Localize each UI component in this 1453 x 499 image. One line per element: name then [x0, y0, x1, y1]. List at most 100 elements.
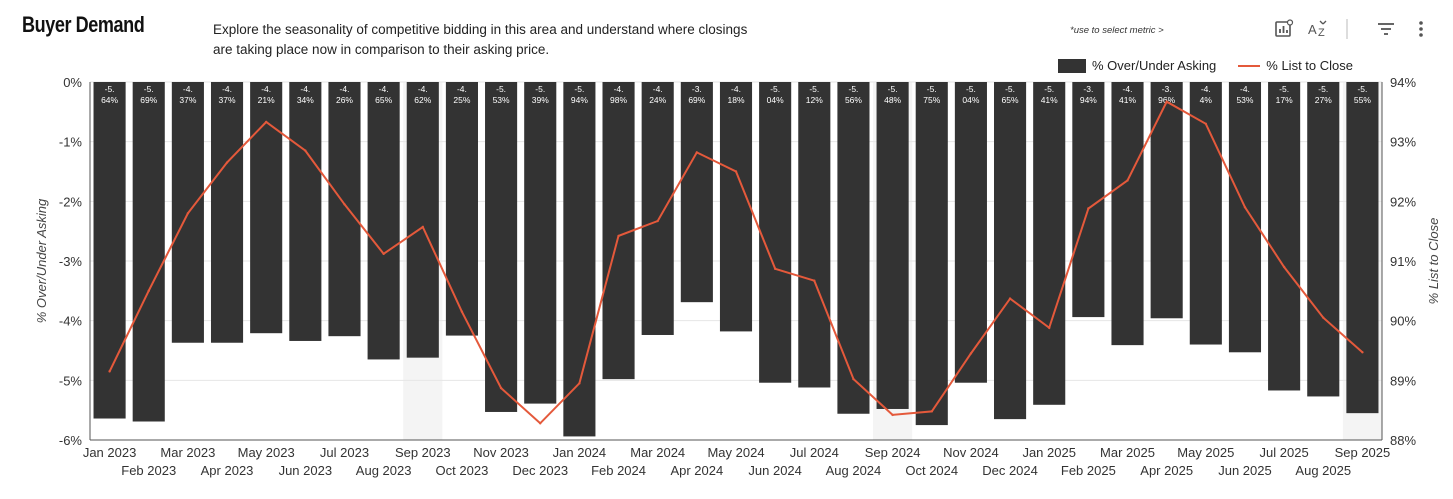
- y-right-tick-label: 93%: [1390, 135, 1416, 150]
- line-point: [539, 422, 542, 425]
- line-point: [499, 386, 503, 390]
- bar-data-label: -5.: [809, 84, 819, 94]
- line-point: [1361, 351, 1364, 354]
- bar-data-label: 53%: [1236, 95, 1253, 105]
- bar-data-label: -5.: [1279, 84, 1289, 94]
- line-point: [930, 410, 933, 413]
- line-point: [1008, 297, 1012, 300]
- x-tick-label: May 2024: [707, 445, 764, 460]
- line-point: [656, 219, 659, 223]
- bar: [210, 82, 244, 343]
- y-left-tick-label: -6%: [59, 433, 83, 448]
- svg-text:Z: Z: [1318, 27, 1325, 39]
- bar-data-label: 12%: [806, 95, 823, 105]
- y-left-axis-title: % Over/Under Asking: [34, 198, 49, 323]
- line-point: [1243, 206, 1247, 209]
- bar: [485, 82, 518, 412]
- line-point: [460, 310, 464, 313]
- y-left-tick-label: -4%: [59, 314, 83, 329]
- bar-data-label: 18%: [727, 95, 744, 105]
- sort-az-icon[interactable]: A Z: [1306, 18, 1330, 40]
- bar: [250, 82, 283, 334]
- filter-icon[interactable]: [1375, 18, 1397, 40]
- x-tick-label: Jun 2025: [1218, 463, 1272, 478]
- bar-data-label: 25%: [453, 95, 470, 105]
- x-tick-label: Nov 2024: [943, 445, 999, 460]
- bar-data-label: 96%: [1158, 95, 1175, 105]
- bar-data-label: 24%: [649, 95, 666, 105]
- y-right-tick-label: 89%: [1390, 373, 1416, 388]
- line-point: [969, 352, 973, 355]
- line-point: [617, 234, 620, 238]
- metric-hint: *use to select metric >: [1070, 25, 1164, 36]
- bar-data-label: -4.: [1123, 84, 1133, 94]
- bar-data-label: -5.: [888, 84, 898, 94]
- bar-data-label: -4.: [261, 84, 271, 94]
- bar-data-label: 37%: [179, 95, 196, 105]
- x-tick-label: Feb 2024: [591, 463, 646, 478]
- x-tick-label: Aug 2024: [826, 463, 882, 478]
- bar: [563, 82, 596, 437]
- bar: [759, 82, 792, 383]
- x-tick-label: Mar 2023: [160, 445, 215, 460]
- line-point: [1204, 122, 1208, 125]
- bar-data-label: -4.: [653, 84, 663, 94]
- x-tick-label: Feb 2023: [121, 463, 176, 478]
- bar-data-label: -4.: [222, 84, 232, 94]
- line-point: [225, 161, 229, 164]
- x-tick-label: Jan 2025: [1022, 445, 1076, 460]
- line-point: [421, 225, 424, 229]
- bar-data-label: 41%: [1041, 95, 1058, 105]
- bar-data-label: -5.: [927, 84, 937, 94]
- bar-data-label: 53%: [493, 95, 510, 105]
- line-point: [108, 370, 111, 373]
- bar: [367, 82, 400, 360]
- y-left-tick-label: -3%: [59, 254, 83, 269]
- y-right-tick-label: 90%: [1390, 314, 1416, 329]
- x-tick-label: Sep 2025: [1335, 445, 1391, 460]
- bar: [798, 82, 831, 388]
- bar: [328, 82, 361, 337]
- legend-line-swatch: [1238, 64, 1261, 67]
- bar-data-label: -5.: [1005, 84, 1015, 94]
- bar-data-label: 26%: [336, 95, 353, 105]
- bar-data-label: 37%: [219, 95, 236, 105]
- line-point: [734, 170, 738, 173]
- line-point: [1048, 326, 1051, 330]
- bar-data-label: 62%: [414, 95, 431, 105]
- chart-legend: % Over/Under Asking % List to Close: [1058, 58, 1353, 73]
- y-left-tick-label: -1%: [59, 135, 83, 150]
- line-point: [1165, 100, 1168, 103]
- bar-data-label: -5.: [144, 84, 154, 94]
- bar-data-label: 04%: [962, 95, 979, 105]
- bar-data-label: 34%: [297, 95, 314, 105]
- y-right-tick-label: 92%: [1390, 194, 1416, 209]
- x-tick-label: Sep 2023: [395, 445, 451, 460]
- chart-settings-icon[interactable]: [1272, 18, 1296, 40]
- y-right-tick-label: 91%: [1390, 254, 1416, 269]
- bar: [524, 82, 557, 404]
- x-tick-label: Feb 2025: [1061, 463, 1116, 478]
- bar: [1072, 82, 1105, 318]
- line-point: [578, 382, 581, 385]
- more-options-icon[interactable]: [1412, 18, 1430, 40]
- x-tick-label: Jun 2024: [748, 463, 802, 478]
- bar-data-label: 98%: [610, 95, 627, 105]
- bar-data-label: -4.: [340, 84, 350, 94]
- bar-data-label: 39%: [532, 95, 549, 105]
- bar-data-label: 41%: [1119, 95, 1136, 105]
- line-point: [1126, 179, 1129, 182]
- bar: [445, 82, 478, 336]
- bar: [1033, 82, 1066, 405]
- bar: [602, 82, 635, 380]
- bar-data-label: -4.: [300, 84, 310, 94]
- bar: [1307, 82, 1340, 397]
- bar-data-label: 65%: [1002, 95, 1019, 105]
- x-tick-label: Oct 2023: [436, 463, 489, 478]
- x-tick-label: Aug 2025: [1295, 463, 1351, 478]
- line-point: [891, 413, 894, 417]
- bar-data-label: -4.: [731, 84, 741, 94]
- bar: [1150, 82, 1183, 319]
- bar: [837, 82, 870, 414]
- x-tick-label: Jul 2024: [790, 445, 839, 460]
